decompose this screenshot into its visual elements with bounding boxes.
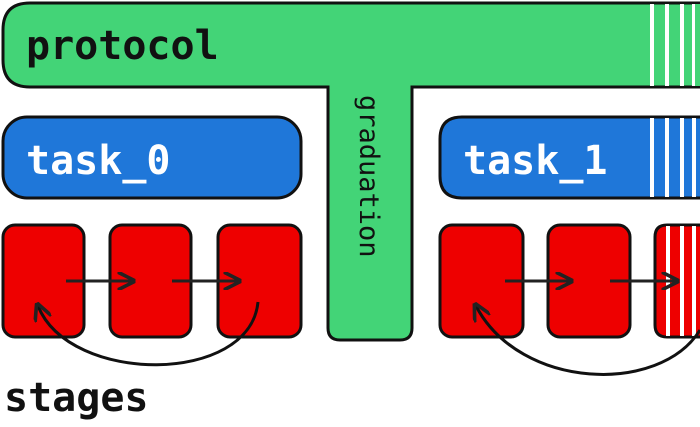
protocol-shape: [1, 1, 700, 342]
protocol-label: protocol: [26, 23, 219, 69]
task-1-label: task_1: [463, 138, 608, 184]
task-block-1: task_1: [438, 115, 700, 200]
stage-loop-arrow: [38, 302, 260, 367]
task-0-box: [1, 115, 303, 200]
stage-loop-arrow: [476, 306, 700, 376]
protocol-block: protocol graduation: [1, 1, 700, 342]
stages-group-1: [438, 223, 700, 376]
task-1-stripes: [650, 118, 696, 197]
stages-group-0: [1, 223, 303, 367]
task-block-0: task_0: [1, 115, 303, 200]
task-0-label: task_0: [26, 138, 171, 184]
protocol-stripes: [650, 4, 700, 86]
task-1-box: [438, 115, 700, 200]
graduation-label: graduation: [353, 95, 384, 258]
stages-label: stages: [4, 375, 149, 421]
